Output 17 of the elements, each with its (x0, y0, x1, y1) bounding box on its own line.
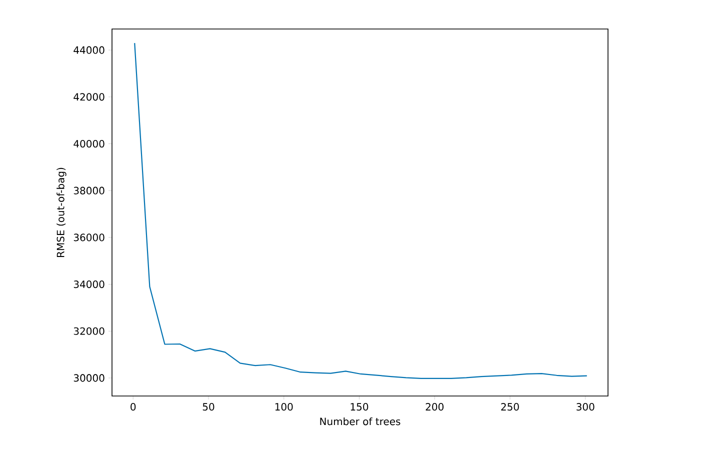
y-tick-label: 32000 (74, 327, 104, 335)
y-tick-label: 42000 (74, 93, 104, 101)
y-tick-label: 30000 (74, 374, 104, 382)
y-tick-label: 44000 (74, 46, 104, 54)
y-axis-title: RMSE (out-of-bag) (56, 168, 66, 257)
x-tick-label: 300 (576, 403, 594, 411)
y-tick-label: 36000 (74, 234, 104, 242)
y-tick-label: 38000 (74, 186, 104, 194)
y-tick-label: 40000 (74, 140, 104, 148)
x-axis-title: Number of trees (320, 417, 400, 426)
x-tick-label: 150 (350, 403, 368, 411)
x-tick-label: 0 (130, 403, 136, 411)
x-tick-label: 50 (202, 403, 214, 411)
x-tick-label: 200 (426, 403, 444, 411)
x-tick-label: 100 (275, 403, 293, 411)
x-tick-label: 250 (501, 403, 519, 411)
y-tick-label: 34000 (74, 280, 104, 288)
